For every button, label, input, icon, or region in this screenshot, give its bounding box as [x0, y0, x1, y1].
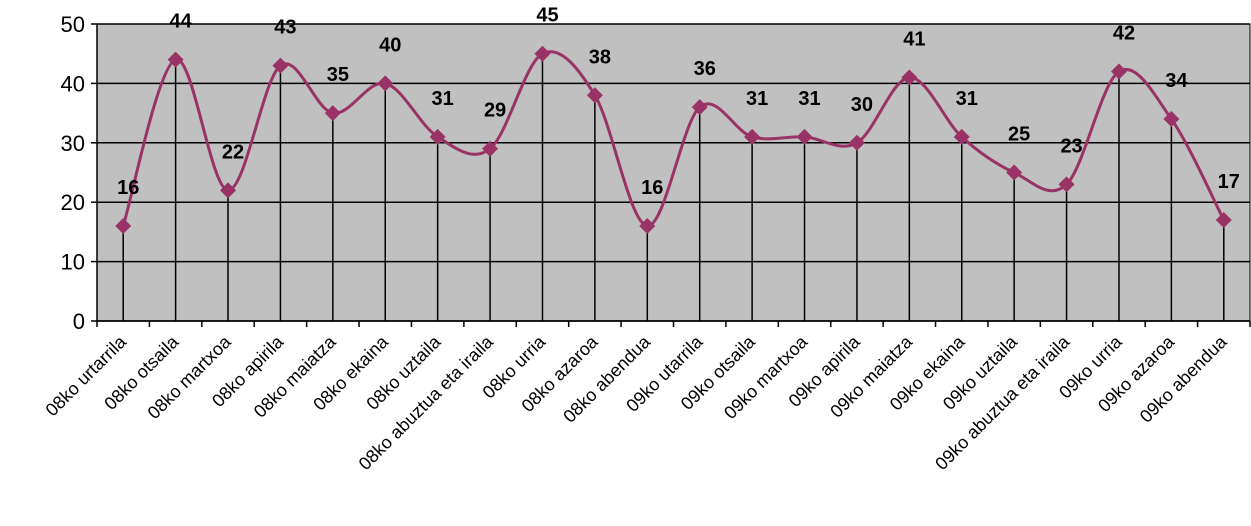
data-label: 34: [1165, 70, 1188, 92]
data-label: 43: [274, 17, 296, 39]
data-label: 29: [484, 100, 506, 122]
data-point: [534, 45, 551, 62]
data-label: 16: [117, 177, 139, 199]
data-point: [586, 87, 603, 104]
y-tick-label: 50: [61, 12, 85, 37]
data-label: 31: [956, 88, 978, 110]
data-point: [220, 182, 237, 199]
y-tick-label: 10: [61, 250, 85, 275]
y-tick-label: 0: [73, 309, 85, 334]
y-axis-ticks: 0 10 20 30 40 50: [61, 12, 97, 334]
data-label: 41: [903, 28, 925, 50]
data-point: [272, 57, 289, 74]
data-point: [1163, 111, 1180, 128]
data-markers: [115, 45, 1232, 234]
data-point: [324, 105, 341, 122]
data-point: [744, 128, 761, 145]
data-point: [377, 75, 394, 92]
data-label: 38: [589, 46, 611, 68]
data-label: 16: [641, 177, 663, 199]
data-label: 31: [432, 88, 454, 110]
data-point: [691, 99, 708, 116]
data-label: 44: [169, 11, 192, 33]
data-label: 25: [1008, 124, 1030, 146]
data-label: 45: [536, 5, 558, 27]
y-tick-label: 30: [61, 131, 85, 156]
data-label: 22: [222, 141, 244, 163]
data-label: 40: [379, 34, 401, 56]
data-point: [901, 69, 918, 86]
y-tick-label: 40: [61, 71, 85, 96]
data-label: 36: [694, 58, 716, 80]
data-label: 31: [746, 88, 768, 110]
data-label: 35: [327, 64, 349, 86]
data-label: 17: [1218, 171, 1240, 193]
data-point: [639, 217, 656, 234]
data-point: [796, 128, 813, 145]
data-label: 31: [798, 88, 820, 110]
data-point: [1215, 212, 1232, 229]
data-label: 30: [851, 94, 873, 116]
data-point: [482, 140, 499, 157]
drop-lines: [122, 53, 1225, 321]
data-label: 42: [1113, 23, 1135, 45]
y-tick-label: 20: [61, 190, 85, 215]
data-point: [953, 128, 970, 145]
data-point: [1058, 176, 1075, 193]
data-point: [167, 51, 184, 68]
data-label: 23: [1060, 135, 1082, 157]
data-point: [848, 134, 865, 151]
data-point: [429, 128, 446, 145]
data-point: [1110, 63, 1127, 80]
data-labels: 16 44 22 43 35 40 31 29 45 38 16 36 31 31 30 41 31 25 23 42…: [117, 5, 1240, 199]
data-point: [115, 217, 132, 234]
data-point: [1006, 164, 1023, 181]
